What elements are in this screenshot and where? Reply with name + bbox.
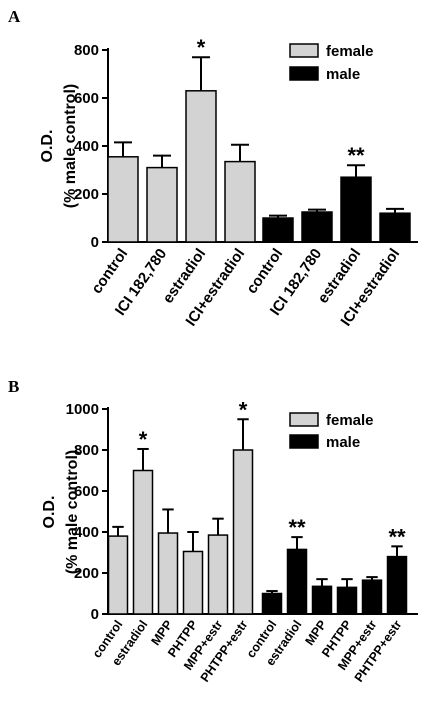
y-tick-label: 400 [74, 524, 99, 541]
panel-letter: A [8, 7, 21, 26]
bar [340, 176, 372, 243]
bar [132, 469, 154, 615]
y-tick-label: 200 [74, 186, 99, 203]
bar [185, 90, 217, 243]
bar [261, 592, 283, 615]
bar [107, 535, 129, 615]
y-tick-label: 800 [74, 442, 99, 459]
significance-marker: * [197, 35, 206, 60]
chart-panel-a: AO.D. (% male control)0200400600800contro… [8, 7, 418, 329]
legend-label: female [326, 43, 374, 60]
legend-label: male [326, 434, 360, 451]
y-tick-label: 400 [74, 138, 99, 155]
y-tick-label: 600 [74, 483, 99, 500]
bar [232, 449, 254, 615]
bar [224, 160, 256, 243]
y-tick-label: 1000 [66, 401, 99, 418]
y-axis-title: O.D. [41, 496, 58, 529]
y-tick-label: 200 [74, 565, 99, 582]
significance-marker: ** [288, 515, 306, 540]
bar [386, 555, 408, 615]
legend-label: female [326, 412, 374, 429]
significance-marker: * [239, 397, 248, 422]
bar [262, 217, 294, 243]
legend-swatch [289, 66, 319, 81]
bar [311, 585, 333, 615]
y-axis-subtitle: (% male control) [64, 450, 81, 574]
significance-marker: ** [347, 143, 365, 168]
significance-marker: * [139, 427, 148, 452]
panel-letter: B [8, 377, 19, 396]
legend-swatch [289, 412, 319, 427]
bar [157, 532, 179, 615]
legend-swatch [289, 43, 319, 58]
y-tick-label: 600 [74, 90, 99, 107]
bar [207, 534, 229, 615]
y-axis-title: O.D. [39, 130, 56, 163]
bar [107, 156, 139, 243]
bar [361, 579, 383, 615]
bar [286, 548, 308, 615]
bar [146, 166, 178, 243]
bar [336, 586, 358, 615]
legend-swatch [289, 434, 319, 449]
bar [301, 211, 333, 243]
y-tick-label: 800 [74, 42, 99, 59]
y-tick-label: 0 [91, 606, 99, 623]
significance-marker: ** [388, 524, 406, 549]
legend-label: male [326, 66, 360, 83]
y-tick-label: 0 [91, 234, 99, 251]
bar [379, 212, 411, 243]
chart-panel-b: BO.D. (% male control)02004006008001000co… [8, 377, 418, 685]
bar [182, 550, 204, 615]
y-axis-subtitle: (% male control) [62, 84, 79, 208]
